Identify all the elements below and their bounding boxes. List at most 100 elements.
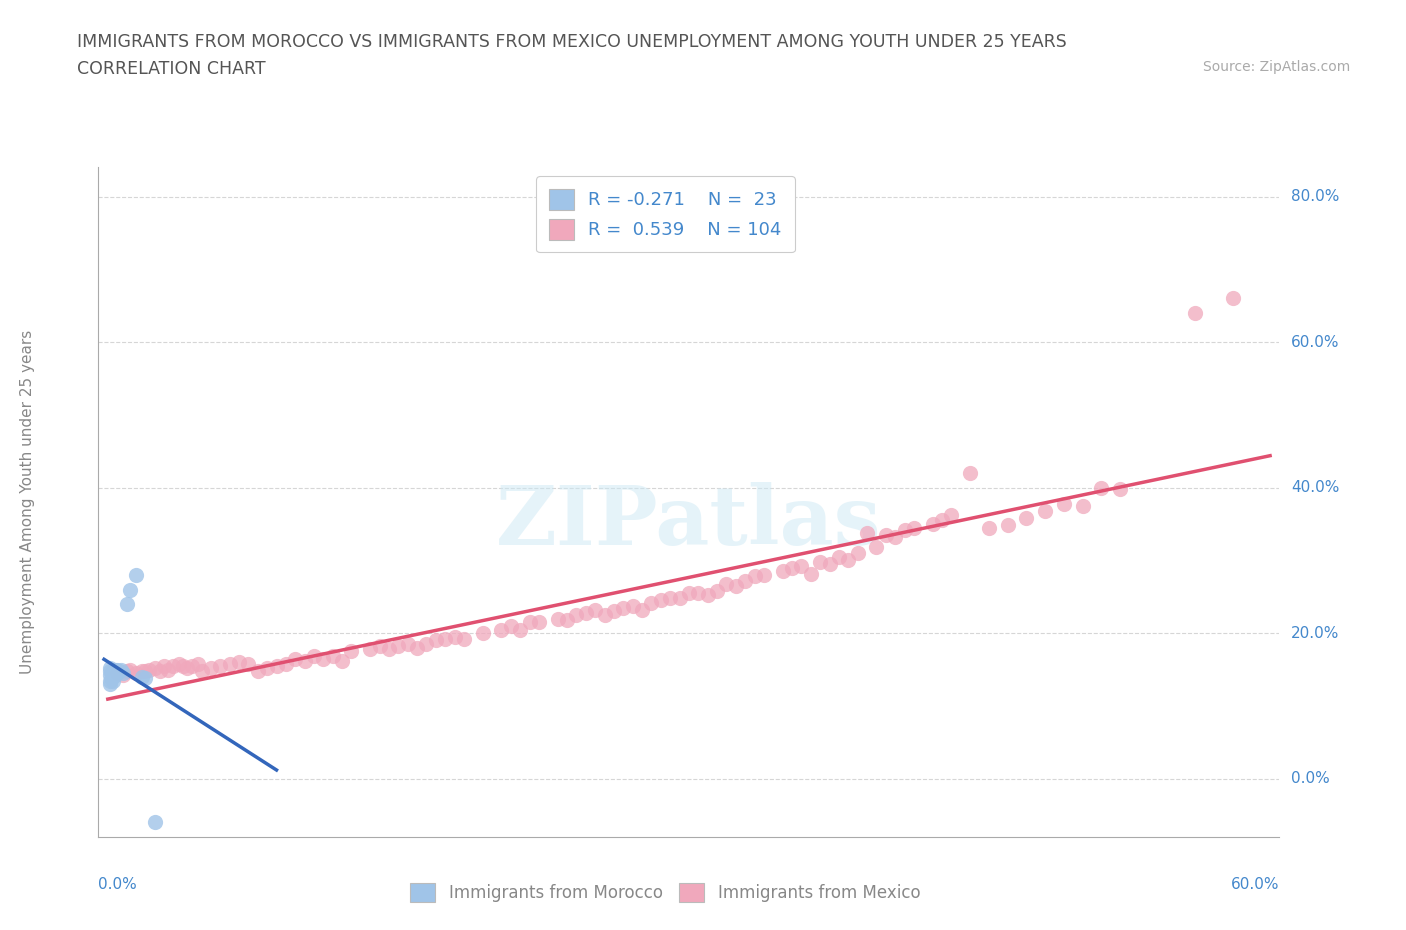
Text: 40.0%: 40.0% bbox=[1291, 480, 1340, 495]
Point bbox=[678, 586, 700, 601]
Point bbox=[734, 574, 756, 589]
Point bbox=[555, 613, 578, 628]
Point bbox=[100, 666, 122, 681]
Point bbox=[1090, 480, 1112, 495]
Point bbox=[125, 567, 148, 582]
Text: Source: ZipAtlas.com: Source: ZipAtlas.com bbox=[1202, 60, 1350, 74]
Point bbox=[453, 631, 475, 646]
Point bbox=[218, 657, 240, 671]
Point bbox=[238, 657, 260, 671]
Point bbox=[941, 508, 963, 523]
Point bbox=[105, 666, 128, 681]
Point bbox=[125, 666, 148, 681]
Point bbox=[631, 603, 654, 618]
Text: 0.0%: 0.0% bbox=[1291, 771, 1330, 786]
Text: CORRELATION CHART: CORRELATION CHART bbox=[77, 60, 266, 78]
Point bbox=[1184, 306, 1206, 321]
Point bbox=[284, 651, 307, 666]
Point bbox=[322, 649, 344, 664]
Point bbox=[621, 598, 644, 613]
Point bbox=[1222, 291, 1244, 306]
Point bbox=[246, 664, 269, 679]
Point bbox=[603, 604, 626, 618]
Point bbox=[425, 633, 447, 648]
Point bbox=[103, 673, 125, 688]
Point bbox=[491, 622, 513, 637]
Point bbox=[659, 591, 682, 605]
Point bbox=[153, 658, 176, 673]
Text: IMMIGRANTS FROM MOROCCO VS IMMIGRANTS FROM MEXICO UNEMPLOYMENT AMONG YOUTH UNDER: IMMIGRANTS FROM MOROCCO VS IMMIGRANTS FR… bbox=[77, 33, 1067, 50]
Point bbox=[143, 815, 166, 830]
Point bbox=[104, 668, 127, 683]
Point bbox=[104, 662, 127, 677]
Point bbox=[406, 641, 429, 656]
Point bbox=[509, 622, 531, 637]
Point bbox=[744, 569, 766, 584]
Point bbox=[1071, 498, 1094, 513]
Point bbox=[921, 516, 943, 531]
Point bbox=[149, 664, 172, 679]
Point bbox=[499, 618, 522, 633]
Point bbox=[977, 520, 1000, 535]
Point bbox=[547, 611, 569, 626]
Point bbox=[696, 588, 718, 603]
Point bbox=[519, 615, 541, 630]
Point bbox=[209, 658, 232, 673]
Point bbox=[800, 566, 823, 581]
Point bbox=[156, 662, 179, 677]
Text: ZIPatlas: ZIPatlas bbox=[496, 483, 882, 563]
Point bbox=[434, 631, 457, 646]
Point bbox=[98, 660, 121, 675]
Point bbox=[959, 466, 981, 481]
Point bbox=[98, 664, 121, 679]
Point bbox=[443, 630, 465, 644]
Point bbox=[706, 583, 728, 598]
Point bbox=[228, 655, 250, 670]
Point bbox=[138, 662, 160, 677]
Point bbox=[294, 654, 316, 669]
Point bbox=[865, 540, 887, 555]
Text: Unemployment Among Youth under 25 years: Unemployment Among Youth under 25 years bbox=[20, 330, 35, 674]
Point bbox=[131, 664, 153, 679]
Point bbox=[162, 658, 184, 673]
Point bbox=[1053, 497, 1076, 512]
Point bbox=[108, 664, 131, 679]
Point bbox=[893, 523, 915, 538]
Point bbox=[131, 670, 153, 684]
Point bbox=[312, 651, 335, 666]
Point bbox=[340, 644, 363, 658]
Point bbox=[330, 654, 353, 669]
Point bbox=[190, 664, 212, 679]
Point bbox=[105, 666, 128, 681]
Point bbox=[115, 664, 138, 679]
Point bbox=[1015, 511, 1038, 525]
Point bbox=[565, 607, 588, 622]
Point bbox=[120, 662, 142, 677]
Point bbox=[120, 582, 142, 597]
Point bbox=[98, 673, 121, 688]
Text: 60.0%: 60.0% bbox=[1232, 877, 1279, 892]
Point bbox=[387, 639, 409, 654]
Point bbox=[1109, 482, 1132, 497]
Point bbox=[274, 657, 297, 671]
Point bbox=[593, 607, 616, 622]
Point bbox=[471, 626, 494, 641]
Point bbox=[100, 671, 122, 685]
Text: 0.0%: 0.0% bbox=[98, 877, 138, 892]
Point bbox=[256, 660, 278, 675]
Point bbox=[111, 666, 134, 681]
Point bbox=[172, 658, 194, 673]
Point bbox=[688, 586, 710, 601]
Point bbox=[808, 554, 831, 569]
Point bbox=[716, 577, 738, 591]
Point bbox=[134, 664, 156, 679]
Point bbox=[780, 560, 803, 575]
Point bbox=[790, 559, 813, 574]
Point bbox=[575, 605, 598, 620]
Point bbox=[903, 520, 925, 535]
Point bbox=[176, 660, 198, 675]
Point bbox=[846, 546, 869, 561]
Point bbox=[111, 668, 134, 683]
Point bbox=[650, 593, 672, 608]
Legend: Immigrants from Morocco, Immigrants from Mexico: Immigrants from Morocco, Immigrants from… bbox=[404, 876, 927, 909]
